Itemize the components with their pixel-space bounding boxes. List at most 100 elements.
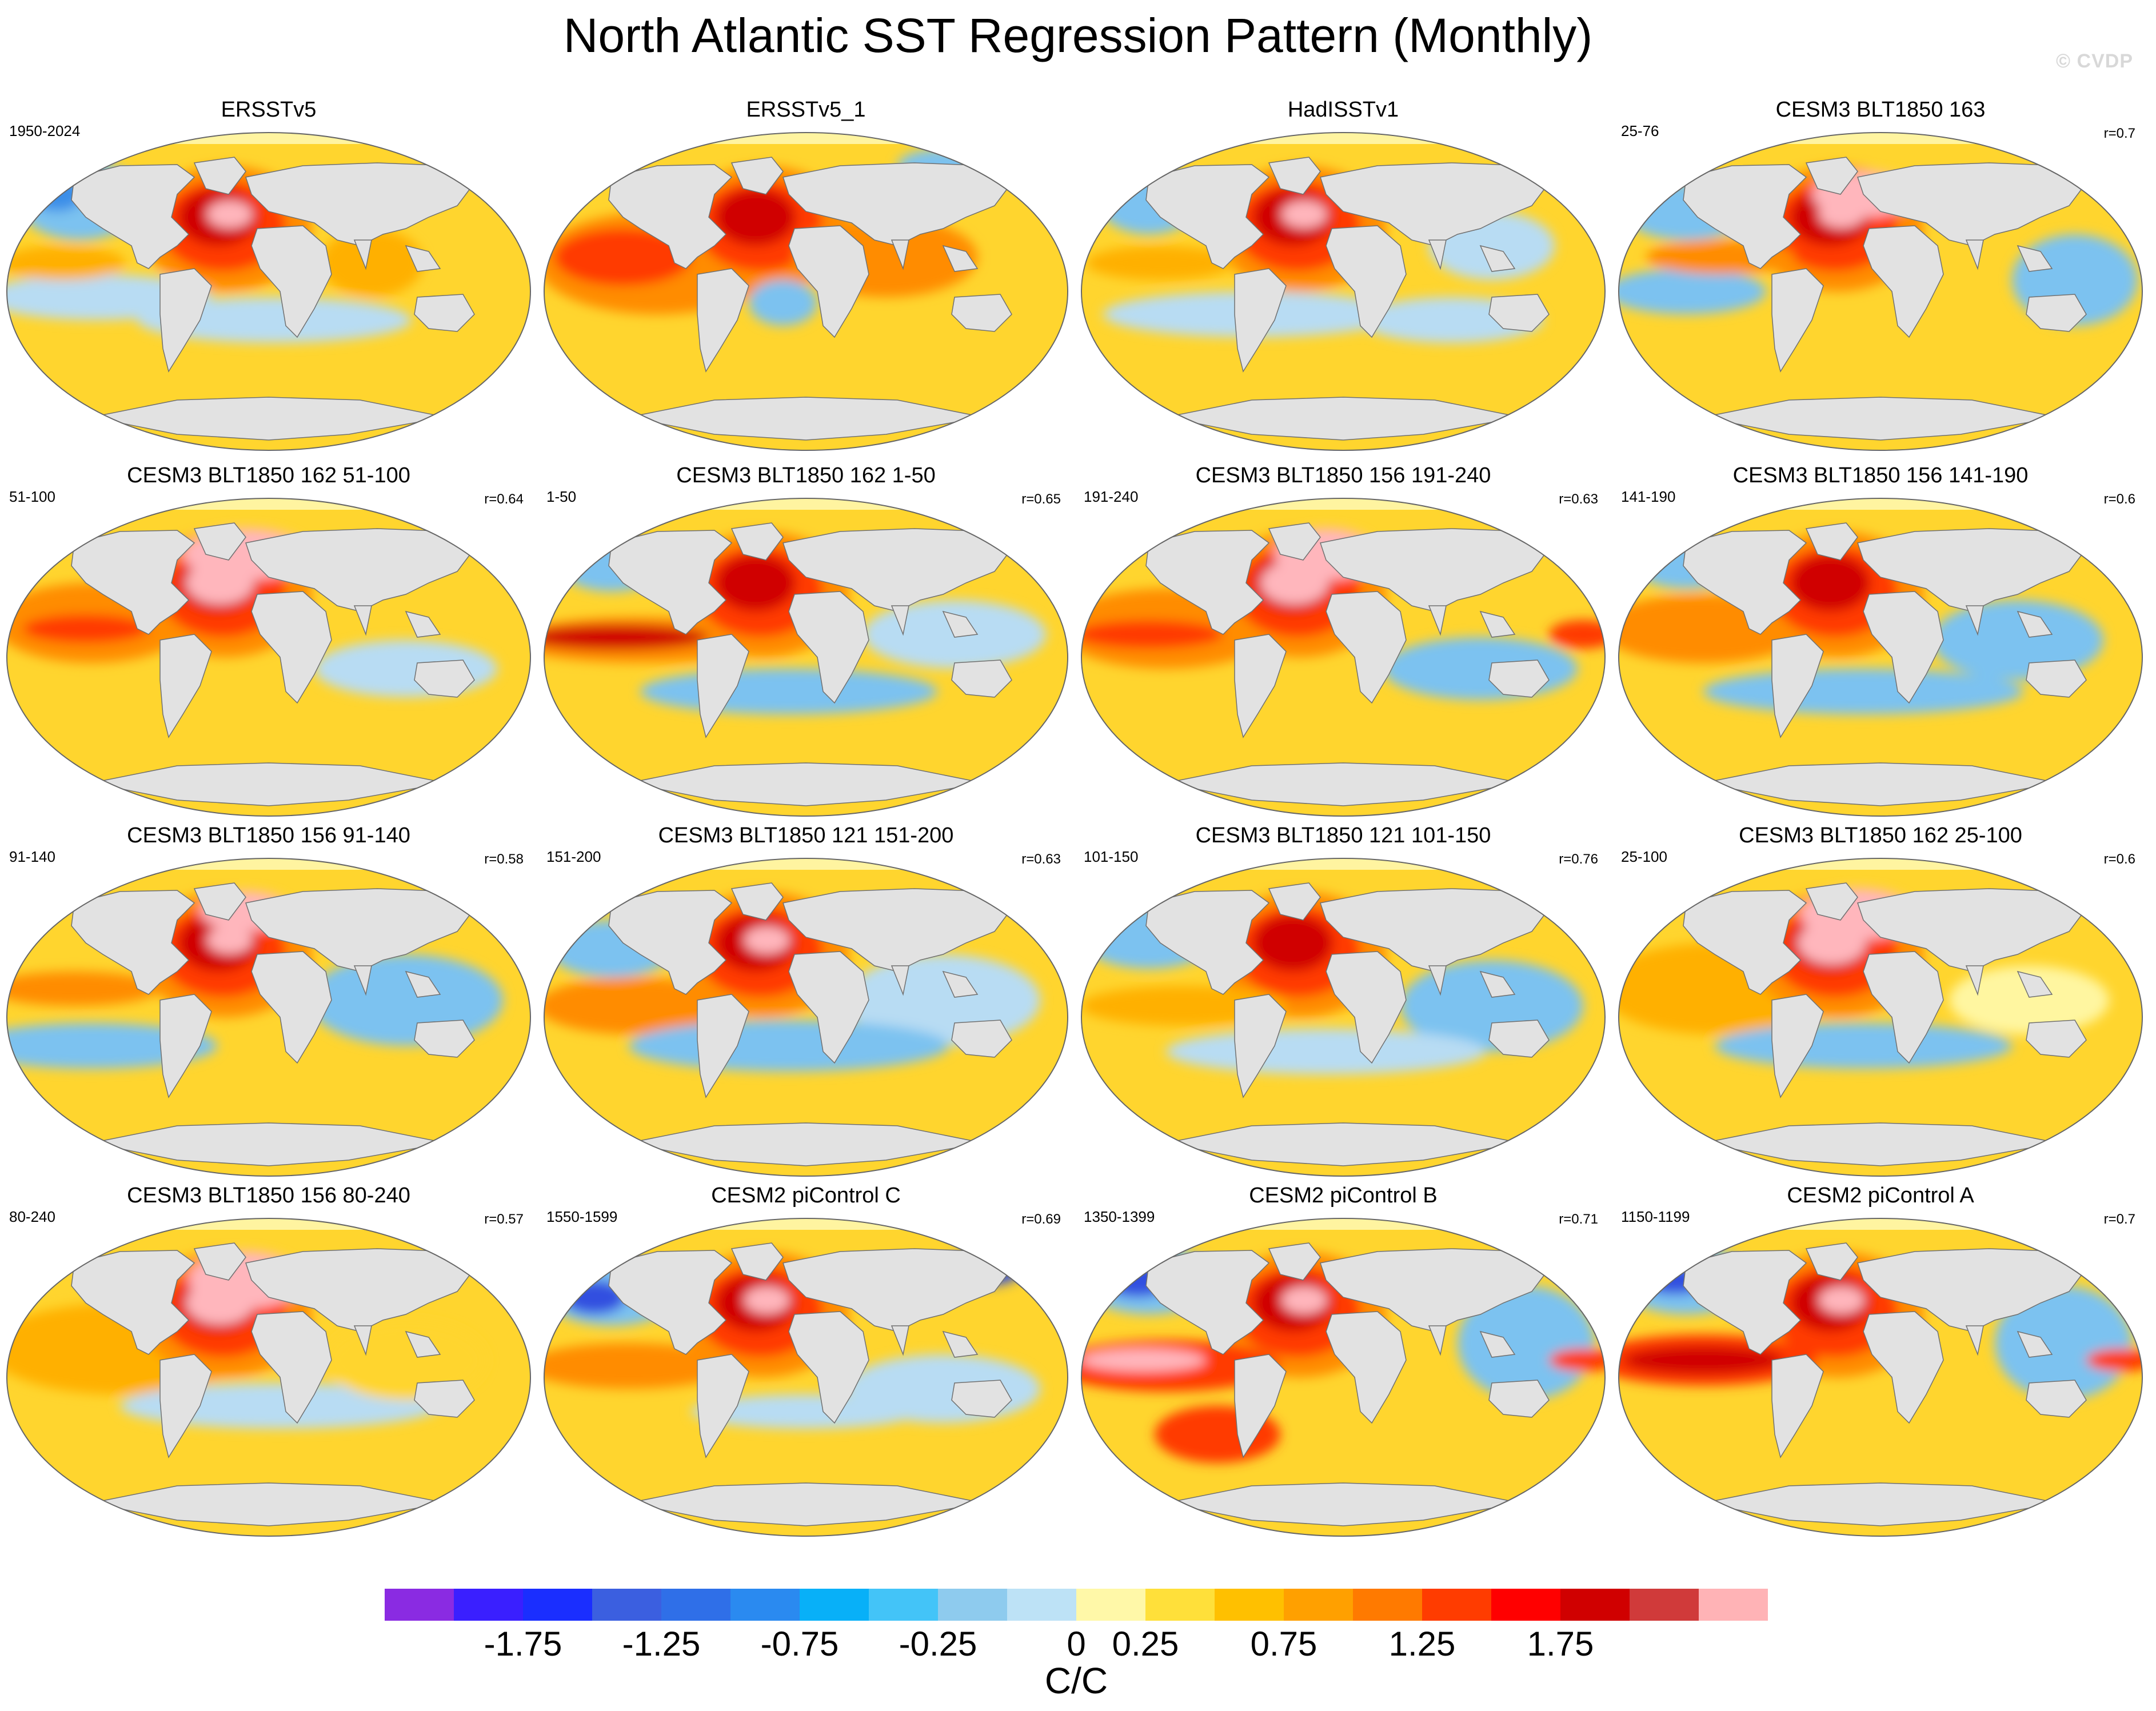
land-mass [1857, 162, 2087, 246]
map-panel: CESM3 BLT1850 163 25-76 r=0.7 [1612, 97, 2149, 451]
land-mass [245, 1248, 476, 1332]
panel-correlation: r=0.58 [484, 851, 524, 867]
map-panel: ERSSTv5_1 [537, 97, 1075, 451]
map-panel: CESM3 BLT1850 156 191-240 191-240 r=0.63 [1075, 463, 1612, 817]
land-mass [251, 591, 332, 704]
panel-years: 141-190 [1621, 488, 1676, 505]
land-mass [159, 634, 212, 738]
map-plot [6, 131, 532, 451]
sst-anomaly-region [23, 614, 149, 643]
panel-years: 1150-1199 [1621, 1208, 1690, 1225]
colorbar-boxes [385, 1589, 1768, 1621]
sst-anomaly-region [1798, 921, 1866, 965]
panel-title: CESM3 BLT1850 156 91-140 [127, 823, 410, 847]
panel-years: 151-200 [546, 848, 601, 865]
land-mass [788, 1311, 869, 1424]
land-mass [1428, 1325, 1447, 1356]
sst-anomaly-region [554, 229, 692, 286]
figure-title: North Atlantic SST Regression Pattern (M… [563, 9, 1593, 62]
sst-anomaly-region [1623, 1346, 1783, 1374]
land-mass [697, 994, 749, 1098]
land-mass [2017, 610, 2053, 638]
map-border [6, 1218, 531, 1537]
sst-anomaly-region [207, 201, 253, 228]
map-svg [6, 1218, 531, 1537]
sst-anomaly-region [1819, 201, 1864, 228]
land-mass [1234, 634, 1287, 738]
land-mass [159, 1354, 212, 1458]
sst-anomaly-region [207, 926, 253, 954]
sst-anomaly-region [1949, 966, 2109, 1034]
colorbar-label: 0 [1067, 1625, 1086, 1663]
map-panel: CESM3 BLT1850 162 25-100 25-100 r=0.6 [1612, 823, 2149, 1177]
map-svg [1081, 132, 1606, 451]
land-mass [1863, 1311, 1944, 1424]
panel-title: CESM3 BLT1850 121 101-150 [1195, 823, 1491, 847]
map-plot [6, 497, 532, 817]
sst-anomaly-region [7, 972, 160, 1006]
sst-anomaly-region [692, 1394, 920, 1429]
land-mass [1857, 528, 2087, 612]
map-svg [544, 858, 1068, 1177]
panel-years: 1-50 [546, 488, 577, 505]
map-plot [543, 857, 1069, 1177]
map-svg [6, 498, 531, 817]
land-mass [1771, 1354, 1824, 1458]
map-plot [6, 857, 532, 1177]
map-panel: CESM3 BLT1850 162 1-50 1-50 r=0.65 [537, 463, 1075, 817]
land-mass [251, 951, 332, 1064]
land-mass [782, 1248, 1013, 1332]
land-mass [891, 239, 909, 270]
land-mass [788, 225, 869, 338]
sst-anomaly-region [1703, 669, 2023, 714]
land-mass [159, 268, 212, 373]
panel-correlation: r=0.64 [484, 491, 524, 507]
land-mass [245, 528, 476, 612]
map-panel-grid: ERSSTv5 1950-2024 ERSSTv5_1 HadISSTv1 CESM3 … [0, 97, 2149, 1537]
panel-title: CESM3 BLT1850 162 25-100 [1739, 823, 2022, 847]
colorbar-box [1007, 1589, 1076, 1621]
map-panel: CESM3 BLT1850 121 101-150 101-150 r=0.76 [1075, 823, 1612, 1177]
land-mass [697, 634, 749, 738]
land-mass [353, 1325, 372, 1356]
land-mass [697, 268, 749, 373]
sst-anomaly-region [1819, 1286, 1864, 1314]
land-mass [405, 970, 441, 998]
land-mass [2017, 1330, 2053, 1358]
land-mass [1479, 1330, 1516, 1358]
sst-anomaly-region [640, 669, 937, 714]
map-plot [543, 131, 1069, 451]
panel-title: ERSSTv5_1 [746, 98, 866, 122]
sst-anomaly-region [7, 1023, 217, 1069]
colorbar-box [1422, 1589, 1491, 1621]
land-mass [1965, 239, 1984, 270]
polar-band [544, 1218, 1068, 1230]
land-mass [245, 162, 476, 246]
colorbar-units: C/C [1044, 1660, 1108, 1701]
sst-anomaly-region [744, 1286, 790, 1314]
land-mass [1145, 530, 1270, 635]
map-svg [1081, 498, 1606, 817]
panel-years: 25-100 [1621, 848, 1667, 865]
panel-title: CESM2 piControl A [1787, 1184, 1974, 1208]
colorbar-label: -1.25 [622, 1625, 701, 1663]
map-panel: CESM3 BLT1850 156 91-140 91-140 r=0.58 [0, 823, 537, 1177]
land-mass [1857, 888, 2087, 972]
panel-title: CESM2 piControl B [1249, 1184, 1438, 1208]
colorbar-box [938, 1589, 1007, 1621]
colorbar: -1.75 -1.25 -0.75 -0.25 0 0.25 0.75 1.25 1.75 C/… [385, 1589, 1768, 1703]
map-border [6, 132, 531, 451]
sst-anomaly-region [1549, 1349, 1605, 1372]
land-mass [1965, 605, 1984, 636]
land-mass [2017, 970, 2053, 998]
colorbar-box [1699, 1589, 1768, 1621]
panel-years: 91-140 [9, 848, 55, 865]
land-mass [942, 610, 979, 638]
land-mass [1683, 530, 1807, 635]
land-mass [1479, 610, 1516, 638]
panel-years: 1550-1599 [546, 1208, 618, 1225]
map-border [544, 132, 1068, 451]
land-mass [788, 951, 869, 1064]
polar-band [544, 858, 1068, 870]
land-mass [1325, 1311, 1407, 1424]
